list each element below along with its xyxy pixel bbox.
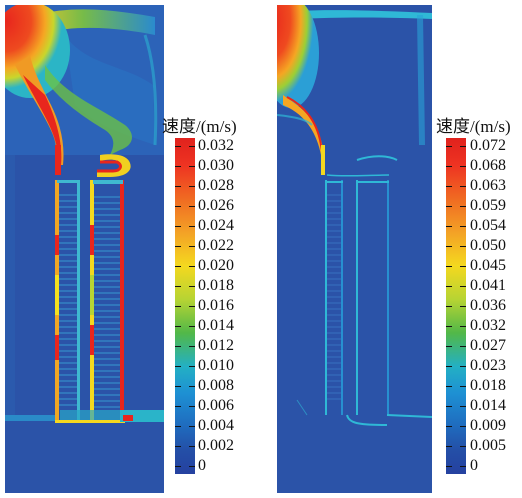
colorbar-tick-mark <box>446 386 466 387</box>
colorbar-tick-label: 0.020 <box>198 257 234 274</box>
colorbar-tick-label: 0.027 <box>470 337 506 354</box>
colorbar-tick-mark <box>175 386 195 387</box>
left-velocity-field <box>5 5 164 493</box>
colorbar-tick-mark <box>446 226 466 227</box>
colorbar-tick-label: 0.032 <box>470 317 506 334</box>
colorbar-tick-label: 0.028 <box>198 177 234 194</box>
colorbar-tick-mark <box>175 166 195 167</box>
colorbar-tick-label: 0.045 <box>470 257 506 274</box>
colorbar-tick-label: 0.050 <box>470 237 506 254</box>
right-colorbar-title: 速度/(m/s) <box>436 117 511 136</box>
colorbar-tick-mark <box>175 306 195 307</box>
colorbar-tick-mark <box>175 246 195 247</box>
colorbar-tick-mark <box>446 206 466 207</box>
colorbar-tick-mark <box>446 186 466 187</box>
colorbar-tick-label: 0.016 <box>198 297 234 314</box>
left-colorbar <box>175 138 195 474</box>
colorbar-tick-mark <box>446 146 466 147</box>
colorbar-tick-label: 0.014 <box>198 317 234 334</box>
colorbar-tick-label: 0 <box>198 457 206 474</box>
colorbar-tick-mark <box>175 286 195 287</box>
colorbar-tick-label: 0.059 <box>470 197 506 214</box>
colorbar-tick-mark <box>446 446 466 447</box>
colorbar-tick-label: 0.018 <box>198 277 234 294</box>
left-colorbar-gradient <box>175 138 195 474</box>
right-velocity-field <box>277 5 432 493</box>
colorbar-tick-label: 0.023 <box>470 357 506 374</box>
colorbar-tick-label: 0.024 <box>198 217 234 234</box>
colorbar-tick-mark <box>175 226 195 227</box>
colorbar-tick-label: 0.032 <box>198 137 234 154</box>
colorbar-tick-mark <box>175 366 195 367</box>
colorbar-tick-label: 0.018 <box>470 377 506 394</box>
colorbar-tick-mark <box>446 406 466 407</box>
colorbar-tick-mark <box>446 346 466 347</box>
colorbar-tick-label: 0.068 <box>470 157 506 174</box>
colorbar-tick-label: 0.008 <box>198 377 234 394</box>
colorbar-tick-label: 0.063 <box>470 177 506 194</box>
colorbar-tick-mark <box>175 186 195 187</box>
colorbar-tick-mark <box>446 326 466 327</box>
colorbar-tick-label: 0.005 <box>470 437 506 454</box>
colorbar-tick-mark <box>446 246 466 247</box>
colorbar-tick-label: 0.036 <box>470 297 506 314</box>
colorbar-tick-mark <box>446 266 466 267</box>
colorbar-tick-mark <box>446 366 466 367</box>
colorbar-tick-mark <box>175 426 195 427</box>
colorbar-tick-mark <box>175 206 195 207</box>
right-colorbar-gradient <box>446 138 466 474</box>
colorbar-tick-label: 0.010 <box>198 357 234 374</box>
colorbar-tick-mark <box>175 266 195 267</box>
colorbar-tick-label: 0.009 <box>470 417 506 434</box>
colorbar-tick-mark <box>175 146 195 147</box>
colorbar-tick-label: 0.006 <box>198 397 234 414</box>
colorbar-tick-label: 0.014 <box>470 397 506 414</box>
colorbar-tick-label: 0.030 <box>198 157 234 174</box>
colorbar-tick-mark <box>175 346 195 347</box>
colorbar-tick-label: 0.022 <box>198 237 234 254</box>
colorbar-tick-label: 0.072 <box>470 137 506 154</box>
colorbar-tick-label: 0.004 <box>198 417 234 434</box>
colorbar-tick-label: 0 <box>470 457 478 474</box>
colorbar-tick-mark <box>446 426 466 427</box>
colorbar-tick-label: 0.026 <box>198 197 234 214</box>
colorbar-tick-mark <box>446 286 466 287</box>
left-colorbar-title: 速度/(m/s) <box>162 117 237 136</box>
colorbar-tick-label: 0.012 <box>198 337 234 354</box>
colorbar-tick-mark <box>446 166 466 167</box>
colorbar-tick-mark <box>446 466 466 467</box>
colorbar-tick-mark <box>446 306 466 307</box>
colorbar-tick-mark <box>175 446 195 447</box>
colorbar-tick-mark <box>175 406 195 407</box>
colorbar-tick-mark <box>175 326 195 327</box>
right-colorbar <box>446 138 466 474</box>
colorbar-tick-label: 0.041 <box>470 277 506 294</box>
colorbar-tick-mark <box>175 466 195 467</box>
colorbar-tick-label: 0.054 <box>470 217 506 234</box>
colorbar-tick-label: 0.002 <box>198 437 234 454</box>
